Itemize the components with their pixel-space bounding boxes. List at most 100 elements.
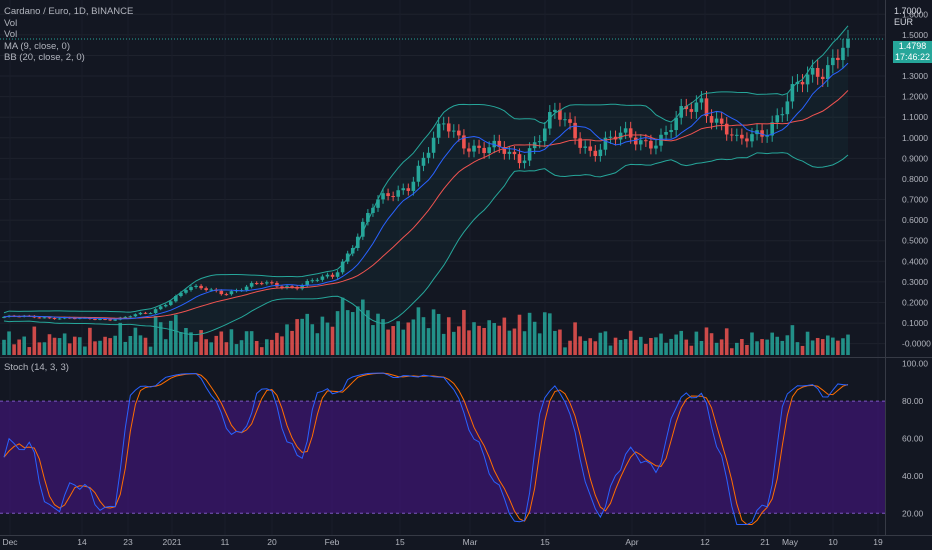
candle-body bbox=[618, 132, 623, 140]
symbol-title[interactable]: Cardano / Euro, 1D, BINANCE bbox=[4, 6, 134, 17]
candle-body bbox=[47, 317, 52, 319]
candle-body bbox=[603, 137, 608, 150]
volume-bar bbox=[684, 339, 689, 355]
candle-body bbox=[800, 81, 805, 85]
candle-body bbox=[396, 190, 401, 197]
candle-body bbox=[770, 122, 774, 136]
volume-bar bbox=[259, 347, 264, 355]
stoch-d-line bbox=[3, 372, 849, 526]
candle-body bbox=[229, 291, 234, 295]
candle-body bbox=[62, 317, 67, 319]
volume-bar bbox=[467, 330, 471, 355]
volume-bar bbox=[411, 319, 416, 355]
volume-bar bbox=[588, 338, 593, 355]
bb-legend[interactable]: BB (20, close, 2, 0) bbox=[4, 52, 85, 63]
currency-label[interactable]: EUR bbox=[894, 17, 914, 27]
indicator-lines bbox=[0, 25, 885, 336]
volume-bar bbox=[118, 322, 123, 355]
candle-body bbox=[553, 109, 557, 113]
volume-bar bbox=[72, 336, 77, 355]
vol-legend-2[interactable]: Vol bbox=[4, 29, 18, 40]
volume-bar bbox=[714, 342, 719, 355]
volume-bar bbox=[628, 330, 633, 355]
volume-bar bbox=[83, 346, 87, 355]
volume-bar bbox=[42, 342, 47, 355]
volume-bar bbox=[431, 309, 436, 355]
volume-bar bbox=[7, 331, 11, 355]
candle-body bbox=[320, 276, 325, 280]
volume-bar bbox=[457, 326, 461, 355]
volume-bar bbox=[578, 336, 582, 355]
candle-body bbox=[457, 130, 461, 136]
candle-body bbox=[325, 274, 330, 277]
time-tick-label: 14 bbox=[77, 537, 87, 547]
candle-body bbox=[563, 119, 567, 121]
bb-upper-line bbox=[3, 25, 849, 314]
volume-bar bbox=[603, 331, 608, 355]
candle-body bbox=[775, 115, 780, 123]
volume-bar bbox=[280, 336, 284, 355]
volume-bar bbox=[22, 336, 27, 355]
candle-body bbox=[537, 141, 542, 143]
candle-body bbox=[805, 74, 810, 85]
candle-body bbox=[194, 285, 198, 288]
candle-body bbox=[340, 261, 345, 273]
price-tick-label: 1.2000 bbox=[902, 92, 928, 102]
price-tick-label: 0.5000 bbox=[902, 236, 928, 246]
volume-bar bbox=[158, 322, 163, 355]
volume-bar bbox=[760, 339, 764, 355]
candle-body bbox=[300, 285, 304, 289]
volume-bar bbox=[664, 342, 668, 355]
candle-body bbox=[831, 57, 835, 66]
bar-countdown: 17:46:22 bbox=[894, 52, 931, 62]
stoch-legend[interactable]: Stoch (14, 3, 3) bbox=[4, 362, 69, 373]
volume-bar bbox=[800, 345, 805, 355]
price-axis-header: 1.7000 EUR bbox=[894, 6, 922, 28]
candle-body bbox=[674, 117, 678, 131]
ma-legend[interactable]: MA (9, close, 0) bbox=[4, 40, 70, 52]
volume-bar bbox=[593, 341, 598, 355]
candle-body bbox=[750, 134, 754, 142]
candle-body bbox=[391, 196, 395, 198]
candle-body bbox=[548, 112, 552, 129]
volume-bar bbox=[37, 342, 42, 355]
time-tick-label: 12 bbox=[700, 537, 710, 547]
volume-bar bbox=[831, 337, 835, 355]
volume-bar bbox=[138, 335, 143, 355]
volume-bar bbox=[618, 339, 623, 355]
volume-bar bbox=[32, 326, 37, 355]
volume-bar bbox=[78, 337, 82, 355]
candle-body bbox=[350, 247, 355, 254]
volume-bar bbox=[406, 322, 411, 355]
volume-bar bbox=[487, 320, 491, 355]
time-tick-label: 2021 bbox=[163, 537, 182, 547]
candle-body bbox=[841, 47, 845, 61]
volume-bar bbox=[689, 345, 694, 355]
price-tick-label: 1.6000 bbox=[902, 9, 928, 19]
vol-legend-1[interactable]: Vol bbox=[4, 17, 18, 29]
volume-bar bbox=[563, 347, 567, 355]
volume-bar bbox=[729, 348, 734, 355]
volume-bar bbox=[57, 338, 62, 355]
stoch-tick-label: 60.00 bbox=[902, 434, 924, 444]
volume-bar bbox=[396, 321, 401, 355]
volume-bar bbox=[502, 317, 507, 355]
stoch-band-fill bbox=[0, 401, 885, 514]
volume-bar bbox=[401, 329, 406, 355]
candle-body bbox=[679, 106, 684, 118]
price-tick-label: 1.5000 bbox=[902, 30, 928, 40]
candle-body bbox=[189, 287, 193, 291]
stoch-tick-label: 20.00 bbox=[902, 508, 924, 518]
candle-body bbox=[174, 296, 178, 302]
candle-body bbox=[527, 148, 532, 161]
volume-bar bbox=[795, 342, 800, 355]
volume-bar bbox=[350, 312, 355, 355]
candle-body bbox=[386, 193, 390, 197]
volume-bar bbox=[558, 329, 562, 355]
candle-body bbox=[224, 294, 229, 296]
candle-body bbox=[411, 181, 416, 191]
volume-bar bbox=[376, 313, 380, 355]
volume-bar bbox=[224, 342, 229, 355]
time-tick-label: 11 bbox=[221, 537, 230, 547]
